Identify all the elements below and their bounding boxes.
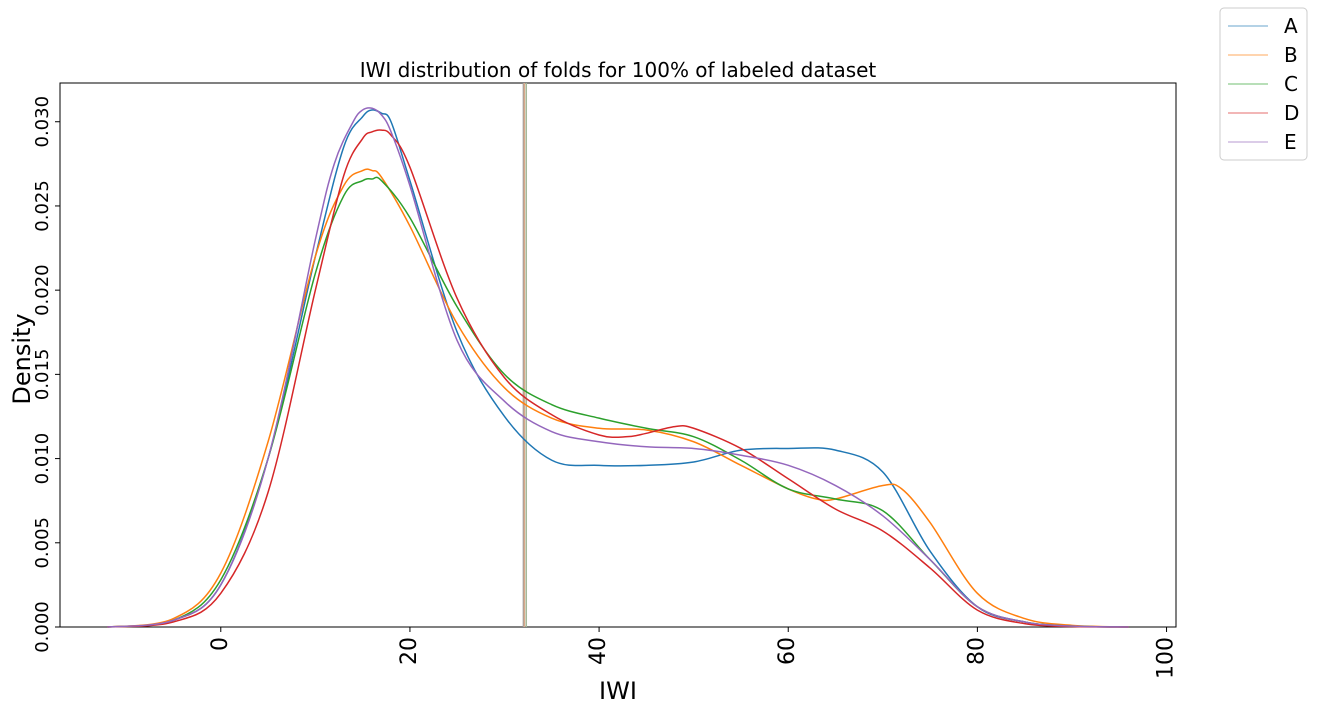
legend-label-c: C bbox=[1284, 72, 1298, 96]
x-tick-label: 40 bbox=[586, 637, 611, 665]
series-line-d bbox=[107, 129, 1129, 628]
x-axis: 0 20 40 60 80 100 bbox=[208, 627, 1179, 679]
series-line-e bbox=[107, 107, 1129, 628]
y-tick-label: 0.005 bbox=[32, 517, 53, 569]
x-axis-title: IWI bbox=[599, 677, 637, 705]
chart-title: IWI distribution of folds for 100% of la… bbox=[360, 58, 877, 82]
x-tick-label: 20 bbox=[397, 637, 422, 665]
series-line-a bbox=[107, 109, 1129, 628]
y-tick-label: 0.015 bbox=[32, 349, 53, 401]
y-tick-label: 0.000 bbox=[32, 601, 53, 653]
y-tick-label: 0.020 bbox=[32, 264, 53, 316]
y-axis: 0.000 0.005 0.010 0.015 0.020 0.025 0.030 bbox=[32, 96, 60, 653]
x-tick-label: 60 bbox=[775, 637, 800, 665]
legend-label-e: E bbox=[1284, 130, 1297, 154]
plot-frame bbox=[59, 82, 1177, 628]
legend-label-d: D bbox=[1284, 101, 1299, 125]
y-tick-label: 0.025 bbox=[32, 180, 53, 232]
series-line-b bbox=[107, 168, 1129, 628]
y-tick-label: 0.030 bbox=[32, 96, 53, 148]
x-tick-label: 0 bbox=[208, 637, 233, 651]
series-line-c bbox=[107, 176, 1129, 628]
legend-label-b: B bbox=[1284, 43, 1298, 67]
y-axis-title: Density bbox=[8, 313, 36, 404]
y-tick-label: 0.010 bbox=[32, 433, 53, 485]
x-tick-label: 100 bbox=[1154, 637, 1179, 679]
x-tick-label: 80 bbox=[964, 637, 989, 665]
legend-label-a: A bbox=[1284, 14, 1298, 38]
series-lines bbox=[107, 107, 1129, 628]
reference-lines bbox=[522, 83, 528, 627]
legend-frame bbox=[1219, 7, 1308, 161]
